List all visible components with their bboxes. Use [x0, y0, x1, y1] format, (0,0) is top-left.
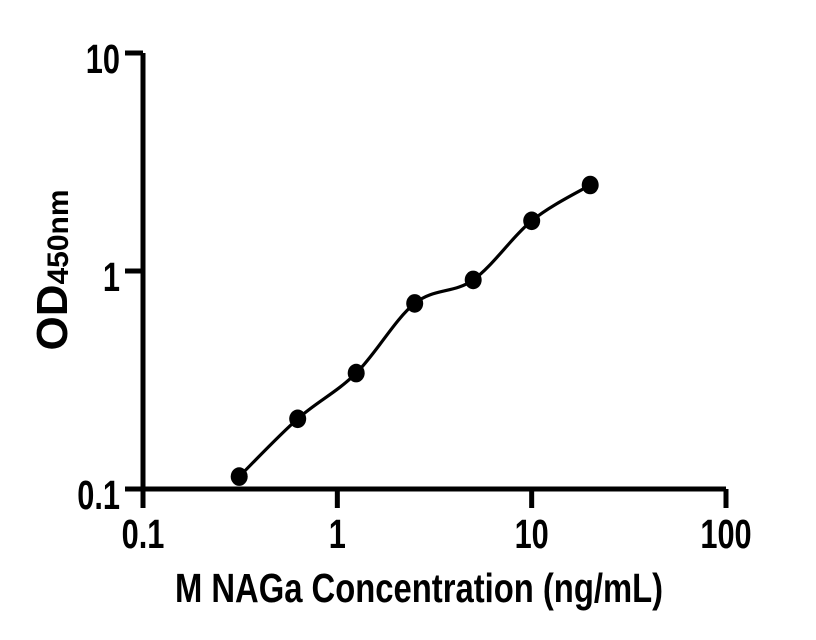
y-tick-label: 0.1	[77, 472, 120, 518]
data-point	[230, 467, 248, 486]
x-axis-title: M NAGa Concentration (ng/mL)	[175, 564, 663, 610]
axes	[140, 53, 726, 492]
tick-labels: 0.1 1 10 100 0.1 1 10	[77, 36, 751, 557]
y-axis-title-main: OD	[28, 285, 77, 351]
x-tick-label: 1	[329, 511, 346, 557]
fit-curve-line	[238, 183, 592, 478]
data-point	[464, 270, 482, 290]
y-axis-title: OD450nm	[28, 189, 77, 350]
fit-curve	[238, 183, 592, 478]
data-points	[230, 175, 599, 486]
y-tick-label: 1	[103, 254, 120, 300]
x-tick-label: 10	[515, 511, 549, 557]
y-axis-title-subscript: 450nm	[42, 189, 75, 284]
data-point	[289, 409, 307, 429]
data-point	[347, 363, 365, 383]
y-tick-label: 10	[86, 36, 120, 82]
axis-ticks	[125, 50, 729, 508]
x-tick-label: 0.1	[122, 511, 165, 557]
x-tick-label: 100	[700, 511, 751, 557]
axis-frame	[140, 53, 726, 492]
data-point	[581, 175, 599, 195]
data-point	[406, 294, 424, 313]
data-point	[523, 211, 541, 231]
